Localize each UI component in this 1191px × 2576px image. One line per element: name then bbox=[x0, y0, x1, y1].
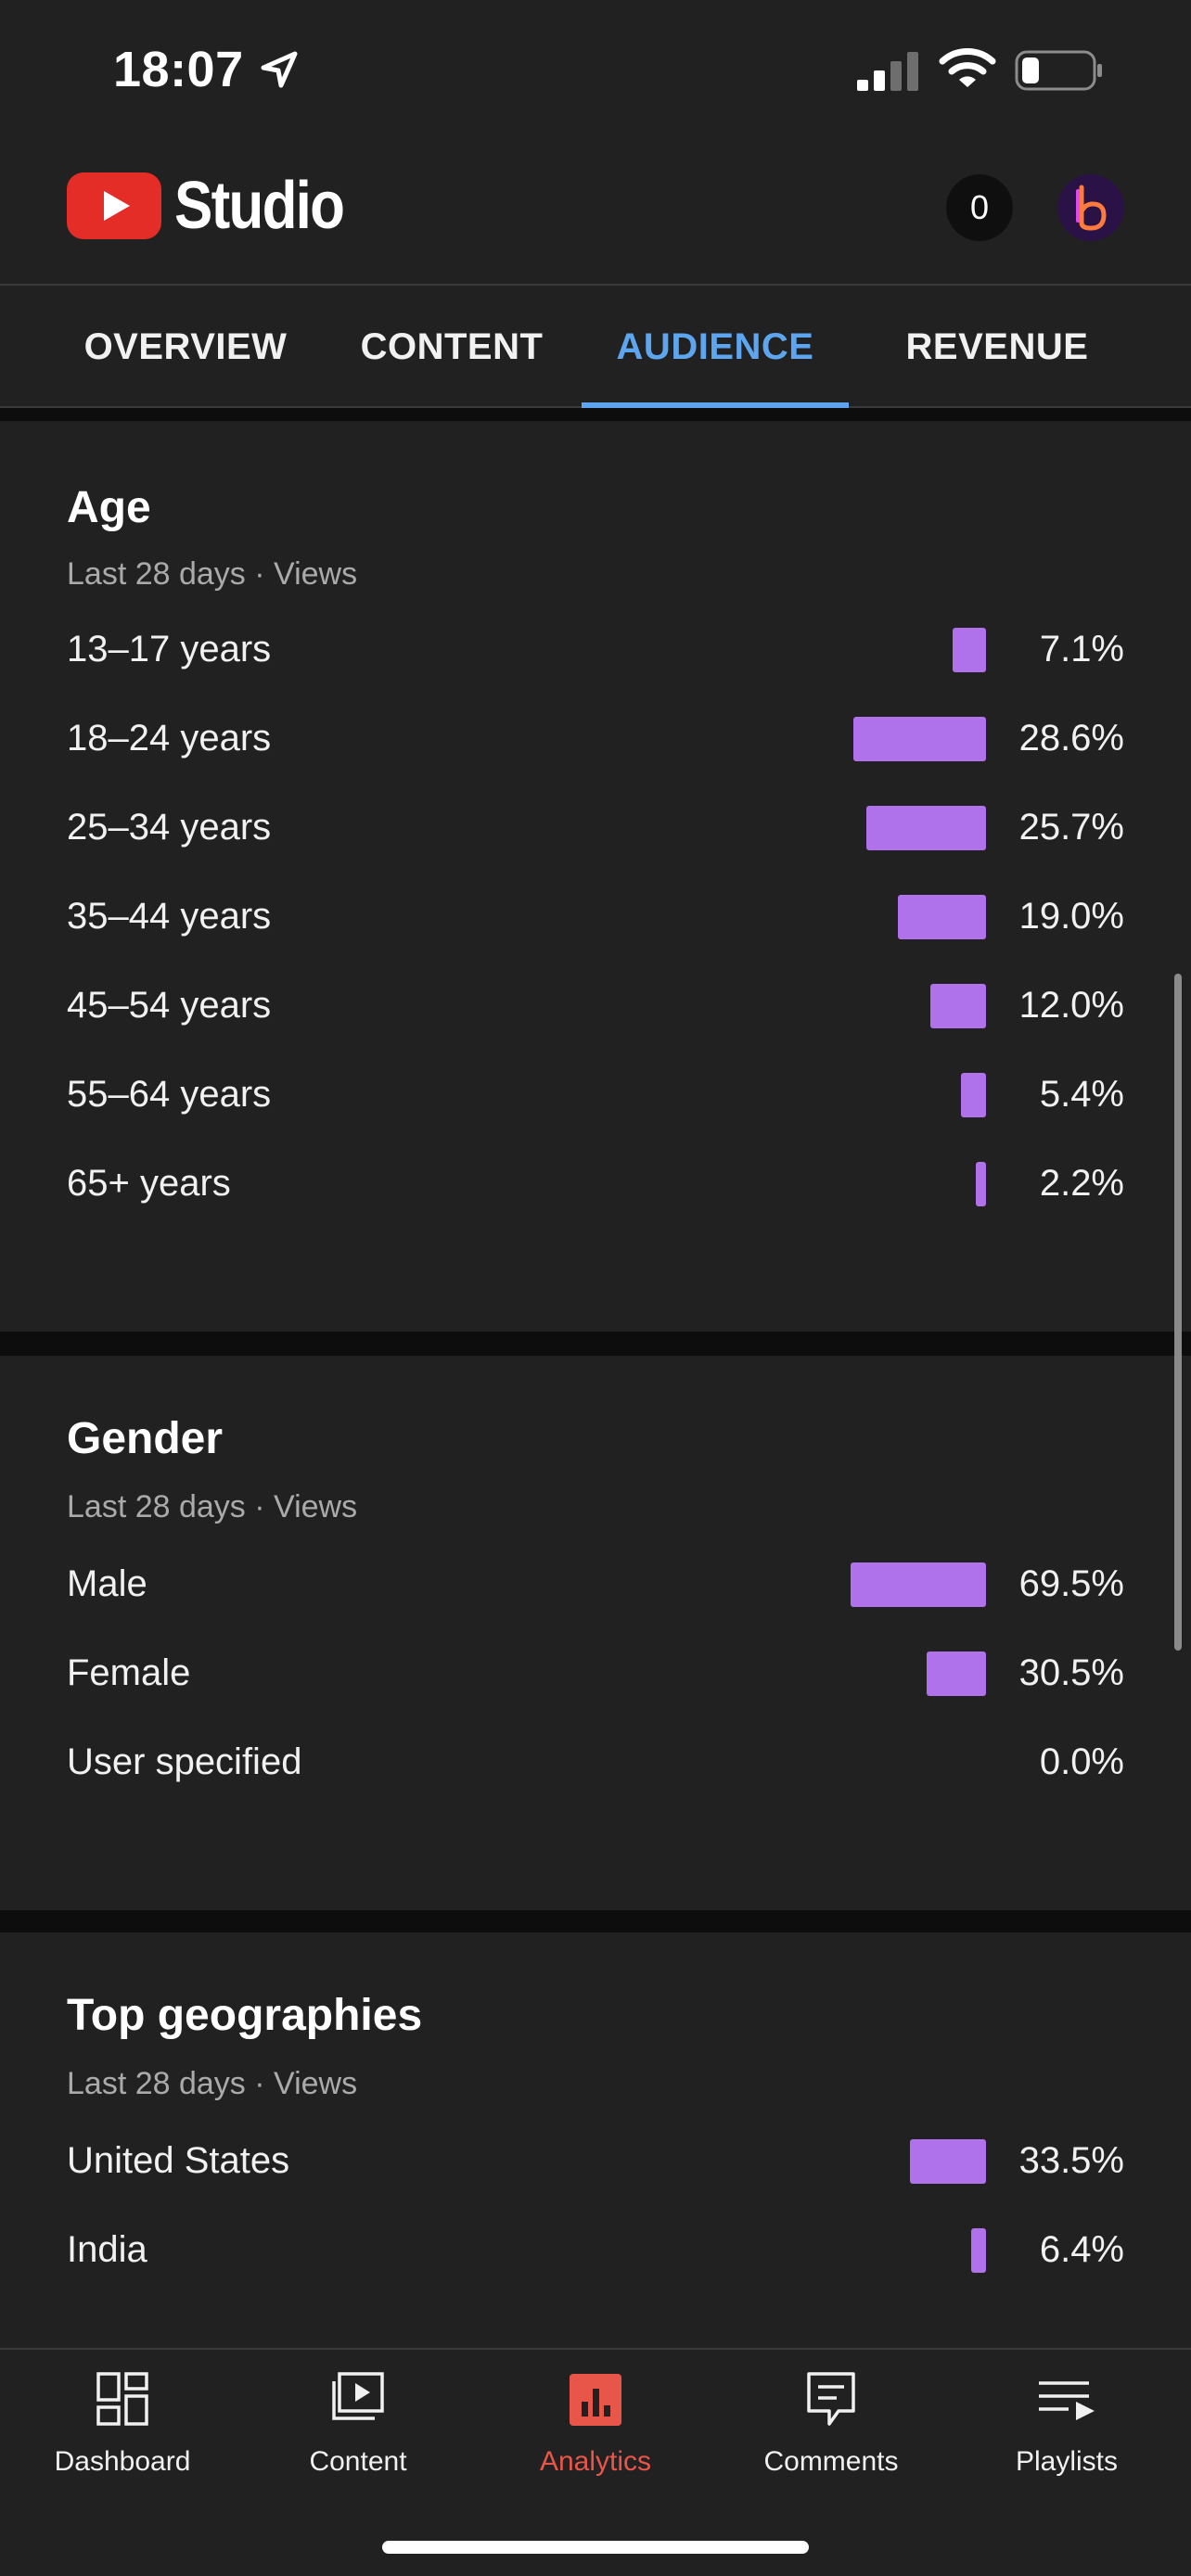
nav-label: Content bbox=[309, 2446, 407, 2477]
age-row-label: 65+ years bbox=[67, 1163, 231, 1204]
nav-comments[interactable]: Comments bbox=[720, 2350, 942, 2507]
gender-row-label: Female bbox=[67, 1652, 191, 1693]
geography-row-bar bbox=[971, 2228, 986, 2273]
gender-row-label: User specified bbox=[67, 1741, 302, 1782]
gender-section: Gender Last 28 days · Views Male 69.5% Fem… bbox=[0, 1356, 1191, 1910]
tab-content[interactable]: CONTENT bbox=[360, 326, 544, 367]
gender-row-value: 0.0% bbox=[1039, 1741, 1124, 1782]
nav-label: Dashboard bbox=[54, 2446, 191, 2477]
nav-label: Playlists bbox=[1015, 2446, 1119, 2477]
account-avatar[interactable] bbox=[1057, 174, 1124, 241]
age-row-bar bbox=[930, 984, 986, 1028]
age-row-value: 25.7% bbox=[1018, 807, 1124, 848]
age-row-value: 2.2% bbox=[1039, 1163, 1124, 1204]
age-row: 45–54 years 12.0% bbox=[0, 963, 1191, 1052]
geographies-title: Top geographies bbox=[67, 1991, 423, 2040]
nav-dashboard[interactable]: Dashboard bbox=[11, 2350, 234, 2507]
age-title: Age bbox=[67, 483, 151, 532]
gender-title: Gender bbox=[67, 1414, 224, 1463]
app-header: Studio 0 bbox=[0, 139, 1191, 284]
analytics-tabs: OVERVIEW CONTENT AUDIENCE REVENUE bbox=[0, 284, 1191, 408]
nav-playlists[interactable]: Playlists bbox=[955, 2350, 1178, 2507]
age-row-label: 55–64 years bbox=[67, 1074, 272, 1115]
gender-row-bar bbox=[927, 1651, 986, 1696]
age-row-value: 7.1% bbox=[1039, 629, 1124, 670]
home-indicator[interactable] bbox=[382, 2541, 809, 2554]
age-row-bar bbox=[898, 895, 986, 939]
analytics-icon bbox=[570, 2374, 621, 2426]
age-row-label: 35–44 years bbox=[67, 896, 272, 937]
cellular-signal-icon bbox=[857, 52, 918, 91]
active-tab-indicator bbox=[582, 402, 849, 408]
scrollbar[interactable] bbox=[1174, 974, 1182, 1651]
age-row-label: 25–34 years bbox=[67, 807, 272, 848]
gender-subtitle: Last 28 days · Views bbox=[67, 1489, 358, 1524]
age-section: Age Last 28 days · Views 13–17 years 7.1%… bbox=[0, 421, 1191, 1332]
tab-overview[interactable]: OVERVIEW bbox=[83, 326, 288, 367]
age-row-value: 5.4% bbox=[1039, 1074, 1124, 1115]
playlists-icon bbox=[1039, 2381, 1095, 2420]
studio-logo-text: Studio bbox=[174, 169, 345, 243]
gender-row: Female 30.5% bbox=[0, 1630, 1191, 1719]
bottom-navigation: Dashboard Content Analytics bbox=[0, 2348, 1191, 2576]
geography-row-label: India bbox=[67, 2229, 147, 2270]
age-subtitle: Last 28 days · Views bbox=[67, 556, 358, 592]
age-row-bar bbox=[866, 806, 986, 850]
nav-label: Comments bbox=[763, 2446, 899, 2477]
age-row-bar bbox=[853, 717, 986, 761]
gender-row-value: 69.5% bbox=[1018, 1563, 1124, 1604]
geography-row-value: 33.5% bbox=[1018, 2140, 1124, 2181]
geography-row-bar bbox=[910, 2139, 986, 2184]
age-row-value: 28.6% bbox=[1018, 718, 1124, 759]
location-arrow-icon bbox=[261, 51, 298, 88]
geographies-section: Top geographies Last 28 days · Views Uni… bbox=[0, 1932, 1191, 2348]
geography-row-label: United States bbox=[67, 2140, 290, 2181]
nav-analytics[interactable]: Analytics bbox=[484, 2350, 707, 2507]
age-row: 65+ years 2.2% bbox=[0, 1141, 1191, 1230]
gender-row-bar bbox=[851, 1562, 986, 1607]
age-row: 35–44 years 19.0% bbox=[0, 874, 1191, 963]
dashboard-icon bbox=[96, 2372, 148, 2426]
age-row: 25–34 years 25.7% bbox=[0, 784, 1191, 874]
age-row-value: 12.0% bbox=[1018, 985, 1124, 1026]
geography-row: India 6.4% bbox=[0, 2207, 1191, 2296]
gender-row-label: Male bbox=[67, 1563, 147, 1604]
section-divider bbox=[0, 408, 1191, 421]
battery-icon bbox=[1015, 50, 1102, 91]
age-row: 55–64 years 5.4% bbox=[0, 1052, 1191, 1141]
nav-content[interactable]: Content bbox=[247, 2350, 469, 2507]
age-row: 13–17 years 7.1% bbox=[0, 606, 1191, 695]
age-row-bar bbox=[961, 1073, 986, 1117]
wifi-icon bbox=[939, 48, 996, 87]
section-divider bbox=[0, 1332, 1191, 1356]
age-row-label: 13–17 years bbox=[67, 629, 272, 670]
tab-revenue[interactable]: REVENUE bbox=[905, 326, 1089, 367]
gender-row-value: 30.5% bbox=[1018, 1652, 1124, 1693]
age-row-label: 18–24 years bbox=[67, 718, 272, 759]
youtube-logo-icon bbox=[67, 172, 161, 239]
content-icon bbox=[332, 2372, 384, 2420]
geography-row: United States 33.5% bbox=[0, 2118, 1191, 2207]
gender-row: User specified 0.0% bbox=[0, 1719, 1191, 1808]
age-row: 18–24 years 28.6% bbox=[0, 695, 1191, 784]
status-bar: 18:07 bbox=[0, 0, 1191, 139]
geographies-subtitle: Last 28 days · Views bbox=[67, 2066, 358, 2101]
age-row-bar bbox=[953, 628, 986, 672]
comments-icon bbox=[807, 2372, 855, 2426]
notifications-button[interactable]: 0 bbox=[946, 174, 1013, 241]
tab-audience[interactable]: AUDIENCE bbox=[616, 326, 814, 367]
section-divider bbox=[0, 1910, 1191, 1932]
age-row-value: 19.0% bbox=[1018, 896, 1124, 937]
nav-label: Analytics bbox=[539, 2446, 652, 2477]
geography-row-value: 6.4% bbox=[1039, 2229, 1124, 2270]
gender-row: Male 69.5% bbox=[0, 1541, 1191, 1630]
age-row-bar bbox=[976, 1162, 986, 1206]
avatar-logo-icon bbox=[1076, 185, 1107, 231]
age-row-label: 45–54 years bbox=[67, 985, 272, 1026]
status-time: 18:07 bbox=[113, 42, 244, 97]
